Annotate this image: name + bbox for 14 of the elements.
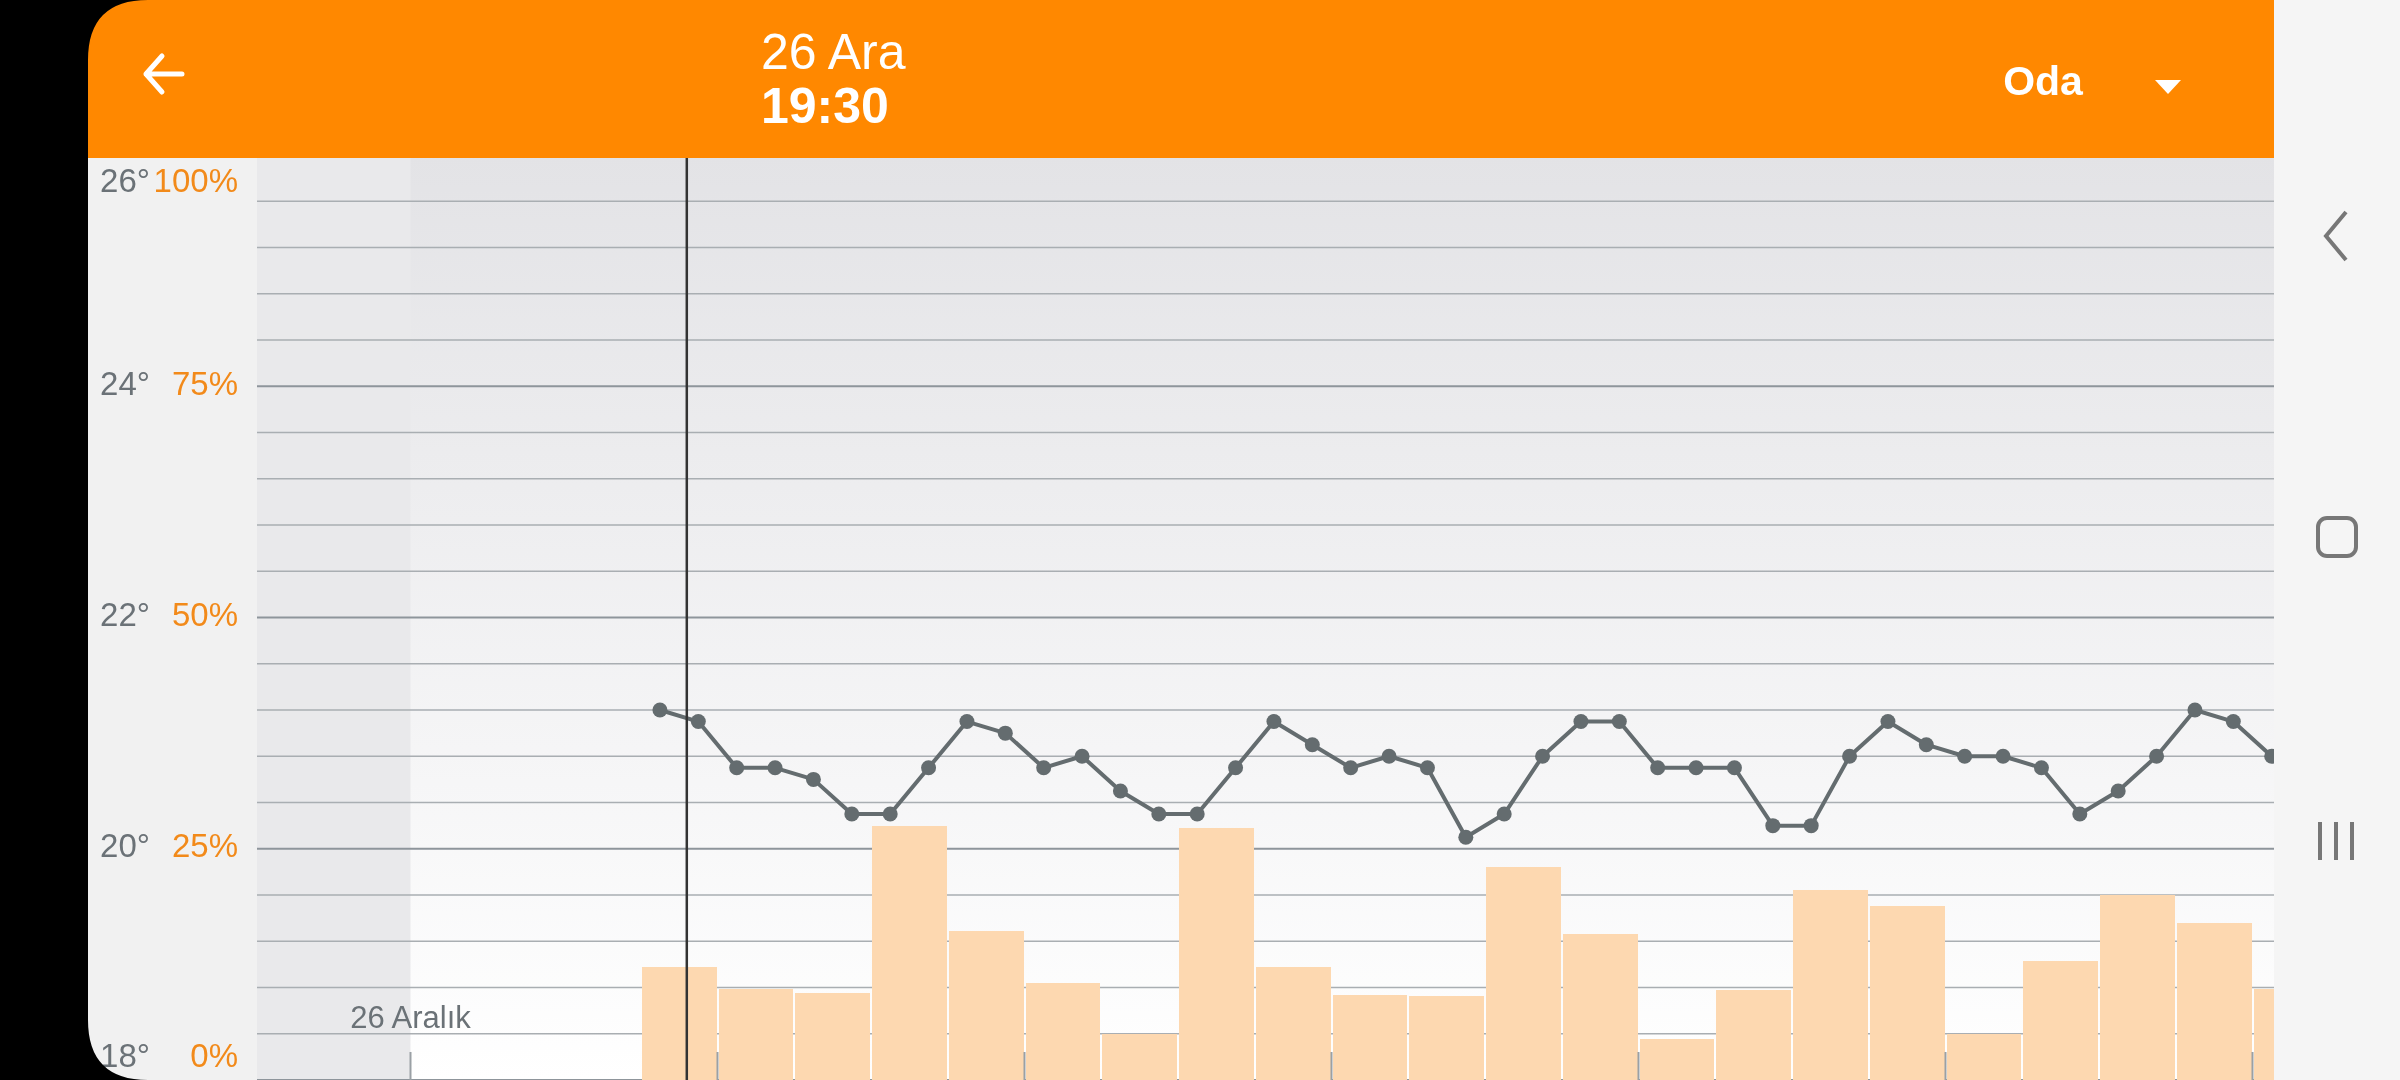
y2-tick-label: 50% [171,596,238,634]
y2-tick-label: 75% [171,364,238,402]
y-tick-label: 18° [100,1036,150,1074]
y-tick-label: 22° [100,596,150,634]
y-tick-label: 26° [100,161,150,199]
y-tick-label: 20° [100,827,150,865]
y2-tick-label: 100% [153,161,238,199]
text: Oda [2003,57,2085,104]
chart-title: 26 Ara [761,24,906,81]
y-tick-label: 24° [100,364,150,402]
y2-tick-label: 0% [190,1036,238,1074]
annotation: 26 Aralık [350,1000,472,1035]
y2-tick-label: 25% [171,827,238,865]
chart-subtitle: 19:30 [761,78,889,135]
